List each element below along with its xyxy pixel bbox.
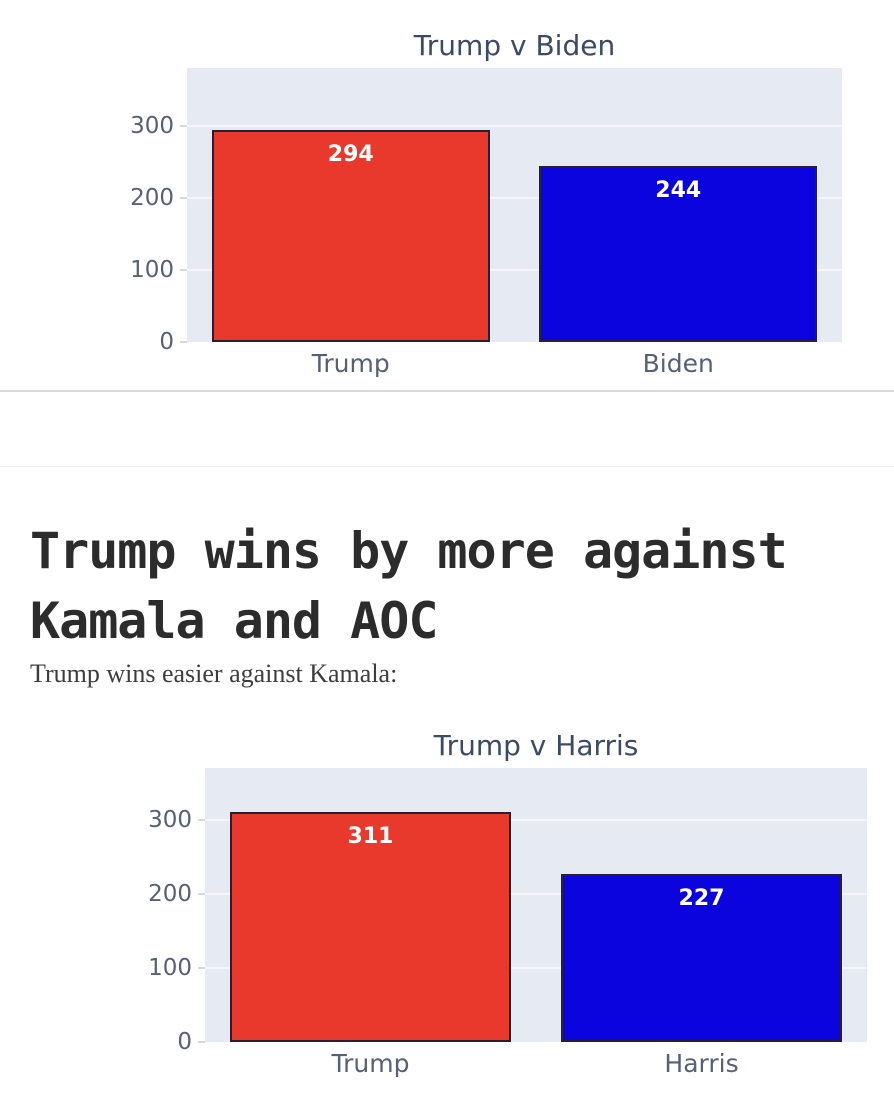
x-axis: Trump Harris	[205, 1042, 867, 1084]
y-tick-label: 100	[130, 256, 174, 283]
y-tick-label: 200	[130, 184, 174, 211]
y-tick-label: 100	[148, 955, 192, 982]
post-heading: Trump wins by more against Kamala and AO…	[30, 521, 788, 650]
bar-trump: 311	[229, 812, 512, 1042]
trump-v-harris-chart: Trump v Harris 0 100 200 300 311 227 Trump Ha…	[148, 716, 867, 1084]
gridline	[187, 124, 842, 127]
y-tick-mark	[198, 819, 205, 822]
y-tick-mark	[180, 124, 187, 127]
gridline	[187, 268, 842, 271]
section-divider	[0, 466, 894, 467]
y-tick-label: 300	[148, 807, 192, 834]
bar-value-label: 227	[678, 886, 725, 912]
chart-title: Trump v Biden	[413, 29, 616, 62]
y-tick-label: 200	[148, 881, 192, 908]
post-paragraph: Trump wins easier against Kamala:	[30, 659, 398, 688]
bar-biden: 244	[539, 166, 818, 342]
bar-value-label: 244	[655, 178, 702, 204]
x-tick-label: Trump	[311, 349, 390, 378]
chart-title: Trump v Harris	[433, 729, 639, 762]
y-tick-mark	[198, 1041, 205, 1043]
bar-trump: 294	[211, 130, 490, 342]
bar-value-label: 294	[327, 142, 374, 168]
bar-value-label: 311	[347, 824, 394, 850]
plot-area: 294 244	[187, 68, 842, 342]
y-tick-mark	[180, 196, 187, 199]
bar-harris: 227	[560, 874, 843, 1042]
y-tick-mark	[198, 967, 205, 970]
chart-body: 0 100 200 300 294 244	[130, 68, 842, 355]
section-divider	[0, 390, 894, 392]
y-tick-label: 0	[159, 329, 174, 355]
gridline	[205, 893, 867, 896]
chart-body: 0 100 200 300 311 227	[148, 768, 867, 1055]
x-tick-label: Harris	[664, 1049, 739, 1078]
x-axis: Trump Biden	[187, 342, 842, 384]
y-tick-mark	[180, 268, 187, 271]
plot-area: 311 227	[205, 768, 867, 1042]
x-tick-label: Trump	[331, 1049, 410, 1078]
trump-v-biden-chart: Trump v Biden 0 100 200 300 294 244 Trump Bid…	[130, 16, 842, 384]
y-tick-label: 300	[130, 112, 174, 139]
y-axis: 0 100 200 300	[130, 68, 187, 355]
gridline	[205, 819, 867, 822]
gridline	[205, 967, 867, 970]
y-axis: 0 100 200 300	[148, 768, 205, 1055]
x-tick-label: Biden	[642, 349, 714, 378]
gridline	[187, 196, 842, 199]
y-tick-mark	[198, 893, 205, 896]
y-tick-mark	[180, 341, 187, 343]
y-tick-label: 0	[177, 1029, 192, 1055]
